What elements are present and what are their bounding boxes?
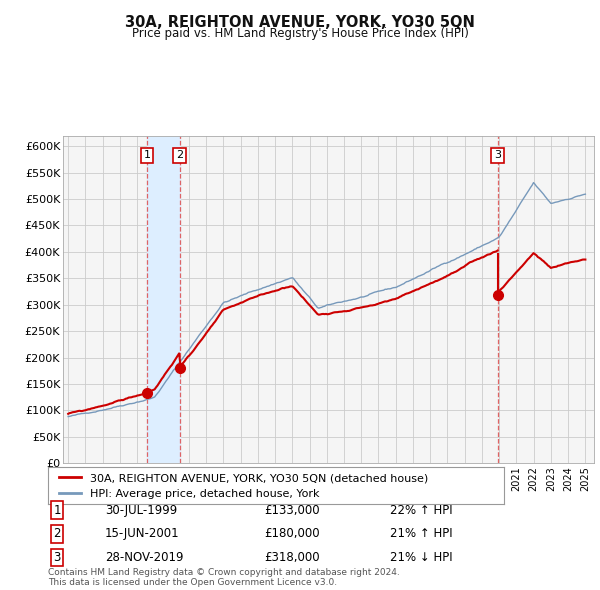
Text: 21% ↓ HPI: 21% ↓ HPI: [390, 551, 452, 564]
Text: £133,000: £133,000: [264, 504, 320, 517]
Text: 3: 3: [53, 551, 61, 564]
Text: 1: 1: [53, 504, 61, 517]
Bar: [147, 136, 179, 463]
Text: £318,000: £318,000: [264, 551, 320, 564]
Text: Price paid vs. HM Land Registry's House Price Index (HPI): Price paid vs. HM Land Registry's House …: [131, 27, 469, 40]
Text: 22% ↑ HPI: 22% ↑ HPI: [390, 504, 452, 517]
Text: 21% ↑ HPI: 21% ↑ HPI: [390, 527, 452, 540]
Text: 30A, REIGHTON AVENUE, YORK, YO30 5QN: 30A, REIGHTON AVENUE, YORK, YO30 5QN: [125, 15, 475, 30]
Text: Contains HM Land Registry data © Crown copyright and database right 2024.
This d: Contains HM Land Registry data © Crown c…: [48, 568, 400, 587]
Text: 2: 2: [53, 527, 61, 540]
Text: 30-JUL-1999: 30-JUL-1999: [105, 504, 177, 517]
Text: 28-NOV-2019: 28-NOV-2019: [105, 551, 184, 564]
Text: 15-JUN-2001: 15-JUN-2001: [105, 527, 179, 540]
Legend: 30A, REIGHTON AVENUE, YORK, YO30 5QN (detached house), HPI: Average price, detac: 30A, REIGHTON AVENUE, YORK, YO30 5QN (de…: [55, 468, 433, 503]
Text: 2: 2: [176, 150, 183, 160]
Text: 1: 1: [143, 150, 151, 160]
Text: £180,000: £180,000: [264, 527, 320, 540]
Text: 3: 3: [494, 150, 501, 160]
